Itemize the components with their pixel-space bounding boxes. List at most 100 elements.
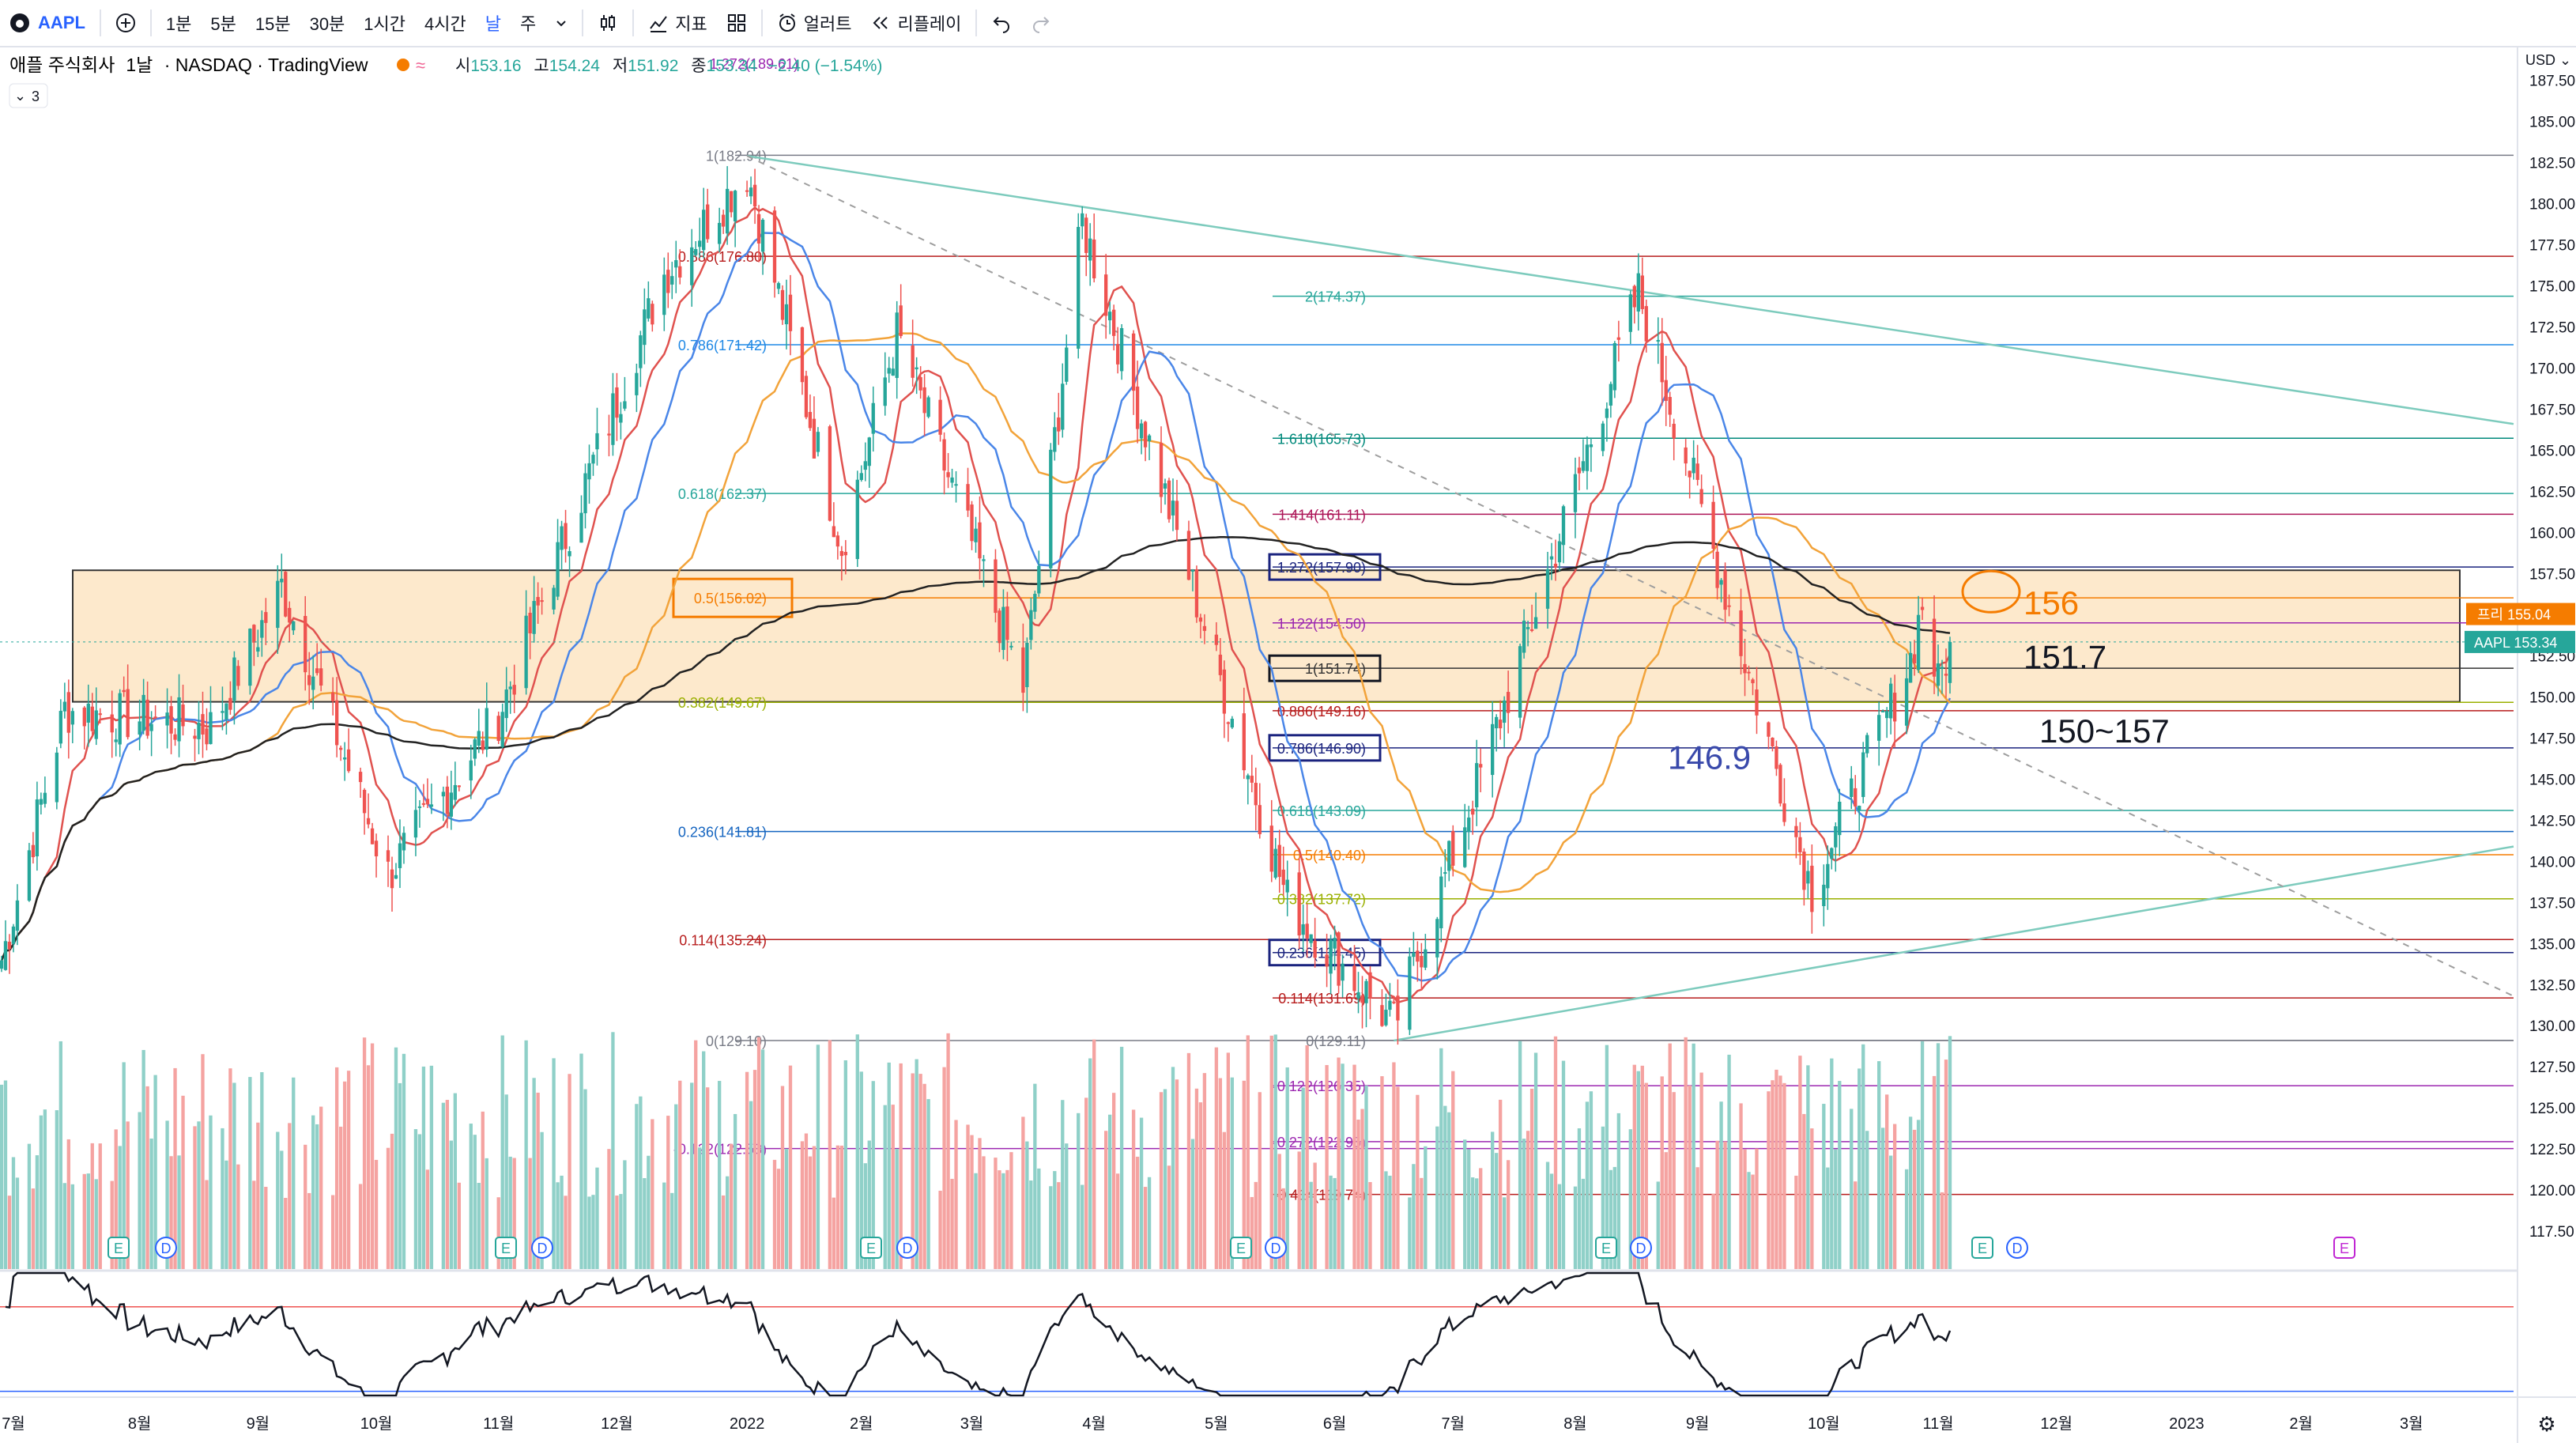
premarket-price-label: [2466, 603, 2575, 625]
volume-bar: [611, 1032, 615, 1269]
candle-body: [1561, 506, 1566, 546]
candle-body: [595, 433, 599, 450]
downtrend-line[interactable]: [746, 155, 2514, 425]
annotations[interactable]: 156 151.7 150~157 146.9: [1668, 569, 2170, 776]
earnings-event-icon[interactable]: [1971, 1237, 1993, 1259]
price-annotation[interactable]: 156: [2023, 584, 2079, 621]
volume-bar: [1254, 1181, 1258, 1269]
candle-body: [1250, 776, 1254, 783]
volume-bar: [1439, 1048, 1443, 1269]
earnings-event-icon[interactable]: [107, 1237, 130, 1259]
replay-button[interactable]: 리플레이: [861, 0, 971, 46]
candle-body: [1281, 869, 1285, 886]
candle-body: [745, 190, 749, 192]
dividend-event-icon[interactable]: [531, 1237, 553, 1259]
earnings-event-icon[interactable]: [1230, 1237, 1252, 1259]
chart-type-button[interactable]: [588, 0, 628, 46]
volume-bar: [1861, 1044, 1865, 1269]
earnings-event-icon[interactable]: [860, 1237, 882, 1259]
add-symbol-button[interactable]: [106, 0, 145, 46]
currency-label[interactable]: USD ⌄: [2525, 52, 2571, 68]
price-tick-label: 167.50: [2529, 402, 2575, 418]
dividend-event-icon[interactable]: [1630, 1237, 1652, 1259]
price-annotation[interactable]: 150~157: [2039, 712, 2170, 750]
moving-average-line: [0, 206, 1952, 1004]
volume-bar: [110, 1180, 114, 1269]
earnings-event-icon[interactable]: [1595, 1237, 1617, 1259]
price-annotation[interactable]: 146.9: [1668, 738, 1751, 776]
alert-button[interactable]: 얼러트: [768, 0, 862, 46]
dividend-event-icon[interactable]: [1265, 1237, 1287, 1259]
interval-15m[interactable]: 15분: [255, 14, 291, 34]
volume-bar: [1416, 1094, 1420, 1269]
earnings-event-icon[interactable]: [495, 1237, 517, 1259]
interval-4h[interactable]: 4시간: [424, 14, 466, 34]
volume-bar: [1467, 1149, 1471, 1269]
time-tick-label: 8월: [128, 1415, 152, 1433]
indicators-button[interactable]: 지표: [639, 0, 716, 46]
candle-body: [86, 703, 90, 723]
interval-dropdown[interactable]: [545, 0, 577, 46]
dividend-event-icon[interactable]: [155, 1237, 177, 1259]
interval-1m[interactable]: 1분: [165, 14, 192, 34]
dashed-trend-line[interactable]: [746, 155, 2514, 997]
layout-button[interactable]: [717, 0, 756, 46]
candle-body: [114, 739, 118, 742]
candle-body: [307, 674, 311, 686]
collapse-indicators-button[interactable]: ⌄ 3: [9, 83, 48, 108]
volume-bar: [1605, 1044, 1609, 1269]
candle-body: [954, 484, 958, 486]
redo-button[interactable]: [1021, 0, 1061, 46]
circle-annotation[interactable]: [1961, 569, 2021, 614]
candle-body: [1522, 620, 1526, 653]
time-axis[interactable]: 7월 8월 9월 10월 11월 12월 2022 2월 3월 4월 5월 6월 7월 8월 9월 10월 11…: [0, 1396, 2576, 1436]
volume-bar: [1081, 1184, 1084, 1269]
volume-bar: [887, 1062, 891, 1269]
event-label: E: [1601, 1241, 1611, 1256]
candle-body: [1065, 347, 1069, 382]
top-toolbar: AAPL 1분 5분 15분 30분 1시간 4시간 날 주 지표 얼러트 리플…: [0, 0, 2576, 47]
symbol-search[interactable]: AAPL: [0, 0, 95, 46]
volume-bar: [500, 1035, 504, 1269]
volume-bar: [536, 1092, 540, 1269]
interval-5m[interactable]: 5분: [210, 14, 236, 34]
volume-bar: [1668, 1043, 1672, 1269]
settings-gear-icon[interactable]: ⚙: [2537, 1412, 2555, 1436]
interval-day[interactable]: 날: [485, 14, 501, 34]
volume-bar: [1810, 1128, 1814, 1269]
trend-lines[interactable]: [746, 155, 2514, 1042]
dividend-event-icon[interactable]: [2006, 1237, 2028, 1259]
volume-bar: [1577, 1128, 1582, 1269]
candle-body: [926, 397, 930, 417]
dividend-event-icon[interactable]: [896, 1237, 918, 1259]
volume-bar: [1660, 1076, 1664, 1269]
volume-bar: [994, 1158, 998, 1269]
candle-body: [1029, 610, 1033, 640]
candle-body: [62, 701, 67, 712]
chart-area[interactable]: 1(182.94)0.886(176.80)0.786(171.42)0.618…: [0, 47, 2576, 1443]
uptrend-line[interactable]: [1394, 845, 2514, 1042]
candle-body: [1920, 606, 1925, 610]
interval-week[interactable]: 주: [519, 14, 537, 34]
price-axis[interactable]: USD ⌄ 117.50 120.00 122.50 125.00 127.50 130.0…: [0, 47, 2576, 1443]
volume-bar: [1881, 1128, 1885, 1269]
volume-bar: [205, 1180, 209, 1269]
candle-body: [1384, 1010, 1388, 1026]
interval-30m[interactable]: 30분: [309, 14, 345, 34]
zone-rect[interactable]: [72, 569, 2461, 703]
undo-button[interactable]: [982, 0, 1021, 46]
candle-body: [1001, 606, 1005, 650]
volume-bar: [7, 1196, 12, 1269]
volume-bar: [1301, 1087, 1305, 1269]
interval-1h[interactable]: 1시간: [364, 14, 406, 34]
earnings-event-icon[interactable]: [2333, 1237, 2355, 1259]
candle-body: [15, 900, 20, 931]
candle-body: [843, 551, 847, 556]
volume-bar: [449, 1140, 454, 1269]
price-annotation[interactable]: 151.7: [2023, 639, 2106, 676]
volume-bar: [1944, 1060, 1948, 1269]
volume-bar: [623, 1160, 627, 1269]
undo-icon: [991, 13, 1012, 33]
volume-bar: [276, 1131, 280, 1269]
